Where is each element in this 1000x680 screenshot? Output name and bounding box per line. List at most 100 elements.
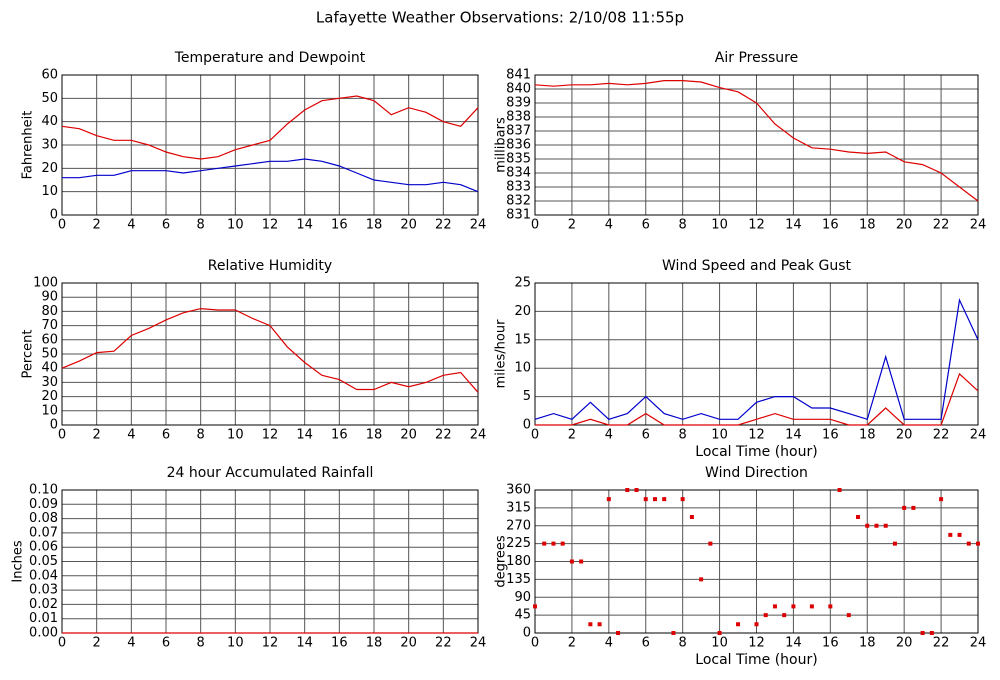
x-tick-label: 0 — [58, 218, 66, 233]
data-point — [976, 541, 980, 546]
y-axis-label: degrees — [494, 535, 509, 588]
data-point — [837, 488, 842, 492]
plot-frame — [534, 489, 979, 634]
y-tick-label: 40 — [41, 114, 58, 129]
data-point — [671, 631, 676, 635]
x-tick-label: 2 — [93, 636, 101, 651]
y-tick-label: 837 — [506, 124, 531, 139]
data-point — [883, 523, 888, 528]
x-tick-label: 8 — [679, 636, 687, 651]
data-point — [588, 622, 593, 627]
data-point — [948, 532, 953, 537]
y-tick-label: 836 — [506, 138, 531, 153]
x-tick-label: 20 — [896, 636, 913, 651]
x-tick-label: 18 — [859, 636, 876, 651]
chart-title: Wind Direction — [705, 465, 808, 481]
data-point — [957, 532, 962, 537]
y-tick-label: 90 — [41, 290, 58, 305]
x-tick-label: 22 — [435, 636, 452, 651]
y-tick-label: 839 — [506, 96, 531, 111]
y-tick-label: 0.01 — [29, 611, 58, 626]
x-tick-label: 0 — [58, 428, 66, 443]
x-tick-label: 6 — [642, 428, 650, 443]
y-tick-label: 0.02 — [29, 597, 58, 612]
x-tick-label: 22 — [933, 636, 950, 651]
y-tick-label: 20 — [514, 304, 531, 319]
y-tick-label: 10 — [514, 361, 531, 376]
x-tick-label: 24 — [970, 636, 987, 651]
data-point — [911, 505, 916, 510]
y-tick-label: 0 — [523, 626, 531, 641]
data-point — [708, 541, 713, 546]
x-tick-label: 18 — [366, 636, 383, 651]
x-tick-label: 10 — [711, 428, 728, 443]
data-line — [62, 158, 479, 193]
data-point — [892, 541, 897, 546]
data-point — [736, 622, 741, 627]
x-tick-label: 8 — [679, 428, 687, 443]
y-tick-label: 0 — [50, 418, 58, 433]
x-tick-label: 6 — [162, 636, 170, 651]
x-tick-label: 10 — [227, 218, 244, 233]
x-axis-label: Local Time (hour) — [695, 444, 817, 460]
x-tick-label: 10 — [711, 636, 728, 651]
y-tick-label: 135 — [506, 572, 531, 587]
x-tick-label: 2 — [93, 428, 101, 443]
x-tick-label: 10 — [227, 636, 244, 651]
y-tick-label: 0.06 — [29, 540, 58, 555]
x-tick-label: 6 — [642, 218, 650, 233]
x-tick-label: 8 — [197, 636, 205, 651]
data-point — [533, 604, 537, 609]
x-tick-label: 16 — [822, 428, 839, 443]
data-line — [61, 95, 479, 160]
data-point — [634, 488, 639, 492]
data-point — [846, 613, 851, 618]
x-tick-label: 20 — [896, 218, 913, 233]
data-point — [966, 541, 971, 546]
data-point — [809, 604, 814, 609]
x-tick-label: 4 — [605, 428, 613, 443]
y-tick-label: 5 — [523, 389, 531, 404]
y-tick-label: 0 — [523, 418, 531, 433]
data-line — [534, 297, 979, 421]
y-tick-label: 30 — [41, 375, 58, 390]
x-tick-label: 12 — [262, 428, 279, 443]
chart-title: Wind Speed and Peak Gust — [662, 258, 851, 274]
x-tick-label: 14 — [785, 428, 802, 443]
y-tick-label: 0.07 — [29, 525, 58, 540]
x-tick-label: 0 — [531, 218, 539, 233]
y-tick-label: 270 — [506, 518, 531, 533]
x-tick-label: 0 — [531, 636, 539, 651]
x-tick-label: 14 — [296, 636, 313, 651]
x-tick-label: 14 — [296, 428, 313, 443]
y-tick-label: 834 — [506, 166, 531, 181]
y-tick-label: 90 — [514, 590, 531, 605]
x-tick-label: 2 — [568, 428, 576, 443]
x-tick-label: 24 — [470, 636, 487, 651]
y-tick-label: 70 — [41, 318, 58, 333]
y-tick-label: 20 — [41, 161, 58, 176]
x-tick-label: 12 — [748, 428, 765, 443]
y-tick-label: 20 — [41, 389, 58, 404]
x-tick-label: 4 — [127, 218, 135, 233]
x-tick-label: 4 — [605, 218, 613, 233]
y-tick-label: 80 — [41, 304, 58, 319]
x-tick-label: 10 — [711, 218, 728, 233]
data-line — [61, 307, 479, 393]
x-tick-label: 22 — [933, 428, 950, 443]
y-tick-label: 15 — [514, 332, 531, 347]
x-tick-label: 2 — [568, 636, 576, 651]
x-tick-label: 16 — [822, 636, 839, 651]
data-point — [929, 631, 934, 635]
y-tick-label: 0.10 — [29, 483, 58, 498]
y-tick-label: 831 — [506, 208, 531, 223]
chart-title: Air Pressure — [715, 50, 798, 66]
y-tick-label: 838 — [506, 110, 531, 125]
y-tick-label: 0.03 — [29, 583, 58, 598]
x-tick-label: 4 — [127, 636, 135, 651]
y-tick-label: 0.05 — [29, 554, 58, 569]
x-tick-label: 12 — [262, 218, 279, 233]
x-tick-label: 24 — [470, 428, 487, 443]
